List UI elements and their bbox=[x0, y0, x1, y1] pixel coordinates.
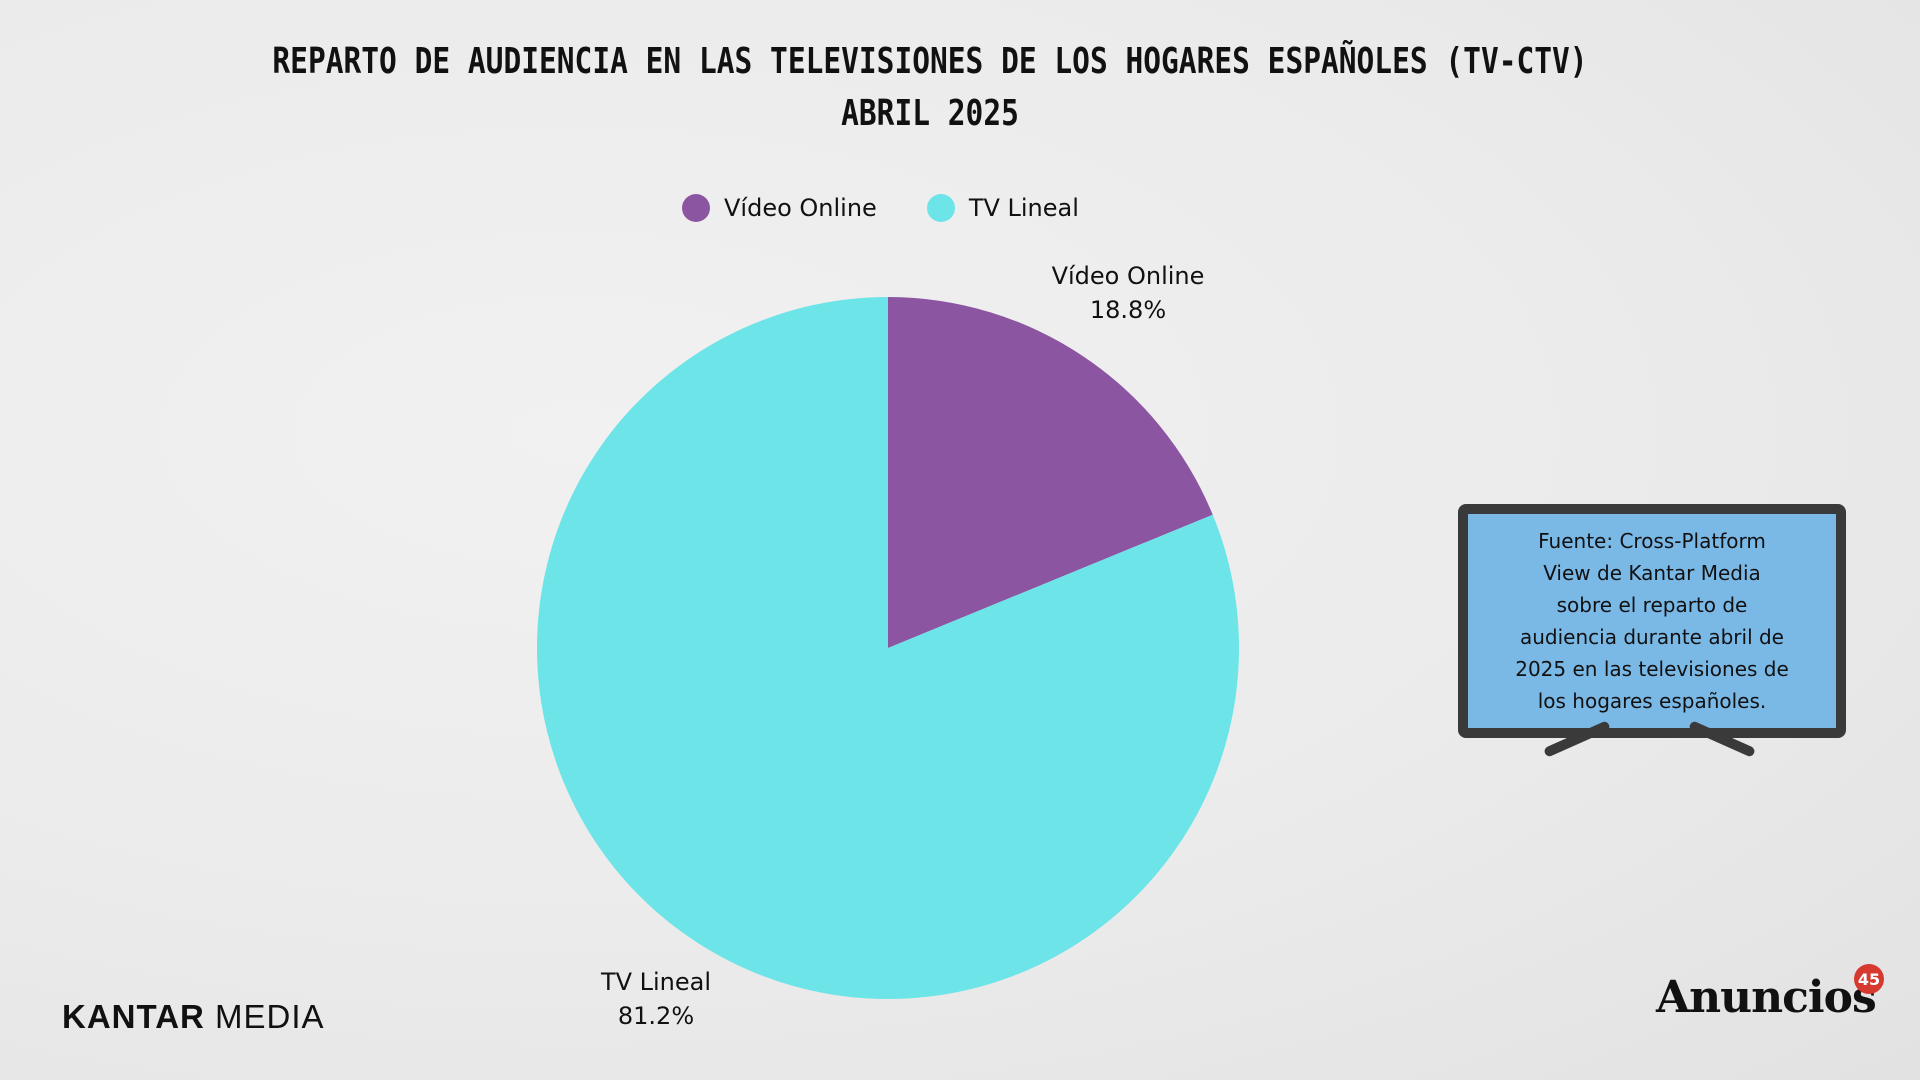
note-line: Fuente: Cross-Platform bbox=[1538, 529, 1766, 553]
pie-slice-v-deo-online bbox=[888, 297, 1213, 648]
kantar-media-logo: KANTAR MEDIA bbox=[62, 998, 325, 1036]
legend-label-tv-lineal: TV Lineal bbox=[968, 194, 1079, 222]
slice-value-label: 81.2% bbox=[618, 1002, 694, 1030]
chart-legend: Vídeo Online TV Lineal bbox=[682, 194, 1079, 222]
source-note: Fuente: Cross-Platform View de Kantar Me… bbox=[1507, 525, 1797, 717]
chart-subtitle: ABRIL 2025 bbox=[841, 93, 1019, 134]
chart-title: REPARTO DE AUDIENCIA EN LAS TELEVISIONES… bbox=[272, 41, 1588, 82]
legend-swatch-tv-lineal bbox=[926, 194, 955, 222]
pie-labels: Vídeo Online 18.8% TV Lineal 81.2% bbox=[600, 262, 1204, 1030]
pie-slice-tv-lineal bbox=[537, 297, 1240, 1000]
legend-label-video-online: Vídeo Online bbox=[724, 194, 877, 222]
logo-kantar-text: KANTAR bbox=[62, 998, 205, 1035]
legend-item-video-online: Vídeo Online bbox=[682, 194, 877, 222]
logo-media-text: MEDIA bbox=[215, 998, 325, 1035]
note-line: View de Kantar Media bbox=[1543, 561, 1761, 585]
note-line: 2025 en las televisiones de bbox=[1515, 657, 1789, 681]
legend-swatch-video-online bbox=[682, 194, 710, 222]
note-line: audiencia durante abril de bbox=[1519, 625, 1784, 649]
slice-category-label: Vídeo Online bbox=[1052, 262, 1205, 290]
slice-value-label: 18.8% bbox=[1090, 296, 1166, 324]
slice-category-label: TV Lineal bbox=[600, 968, 711, 996]
chart-title-block: REPARTO DE AUDIENCIA EN LAS TELEVISIONES… bbox=[167, 36, 1692, 140]
anuncios-badge: 45 bbox=[1854, 964, 1884, 994]
tv-note-box: Fuente: Cross-Platform View de Kantar Me… bbox=[1458, 504, 1846, 738]
note-line: sobre el reparto de bbox=[1556, 593, 1748, 617]
anuncios-logo: Anuncios bbox=[1656, 972, 1877, 1023]
note-line: los hogares españoles. bbox=[1537, 689, 1767, 713]
pie-slices bbox=[537, 297, 1240, 1000]
legend-item-tv-lineal: TV Lineal bbox=[926, 194, 1079, 222]
